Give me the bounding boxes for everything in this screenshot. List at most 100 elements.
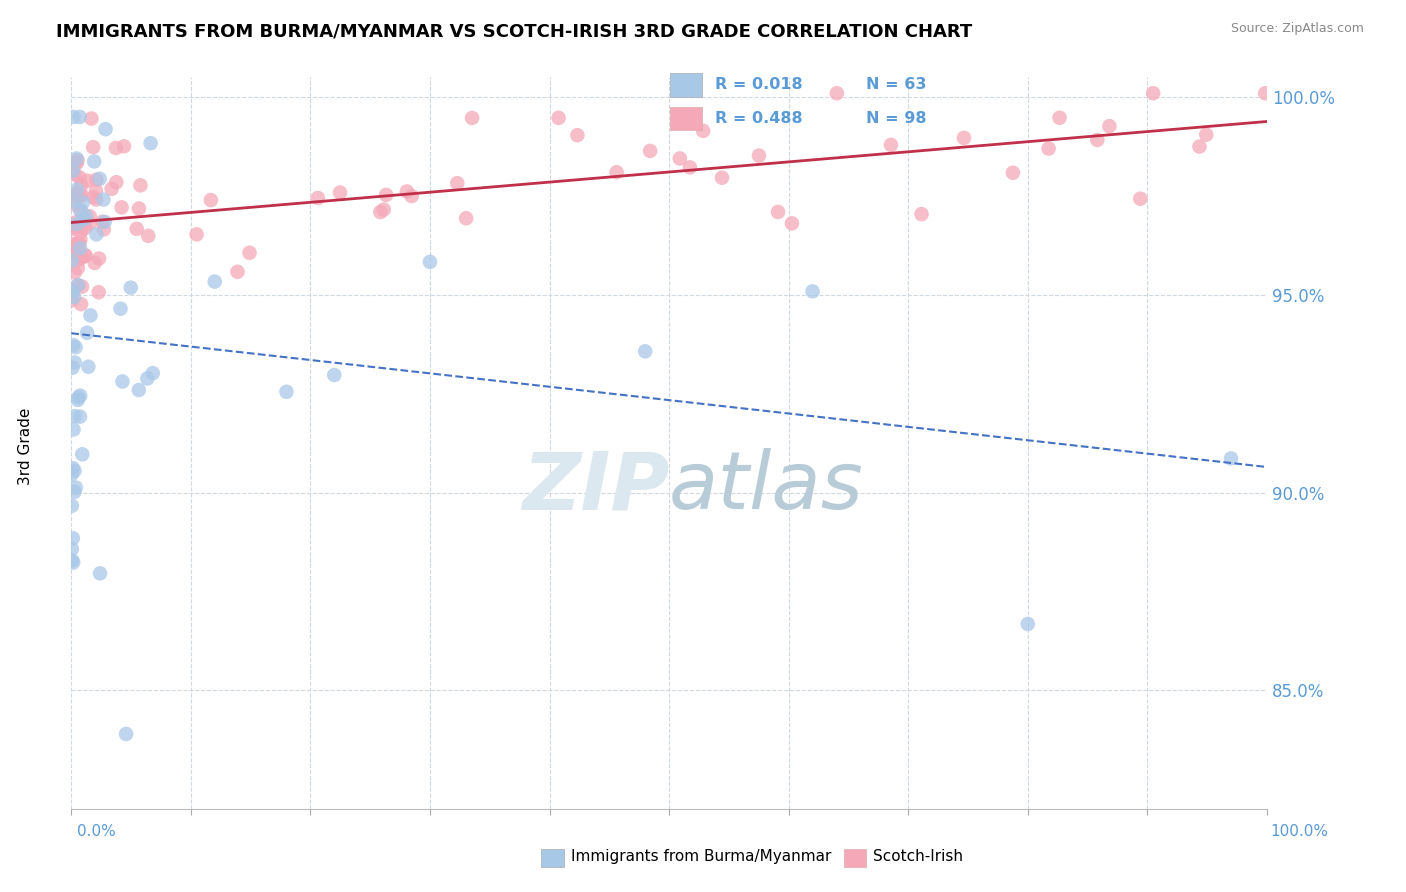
Point xyxy=(63,355,86,369)
Point xyxy=(69,409,91,424)
Point xyxy=(120,280,142,294)
Text: 0.0%: 0.0% xyxy=(77,824,117,838)
Point xyxy=(748,148,770,162)
Point xyxy=(60,220,83,235)
Point xyxy=(66,278,89,293)
Point xyxy=(67,236,90,251)
Point xyxy=(80,112,103,126)
Point xyxy=(70,279,93,293)
Point xyxy=(60,293,83,308)
Text: N = 63: N = 63 xyxy=(866,78,927,93)
Point xyxy=(63,409,86,424)
Point xyxy=(139,136,162,151)
Point xyxy=(711,170,734,185)
Point xyxy=(66,236,89,251)
Point xyxy=(69,110,91,124)
Point xyxy=(69,232,91,246)
Point xyxy=(1129,192,1152,206)
Point xyxy=(70,251,93,265)
Point xyxy=(87,252,110,266)
Point xyxy=(79,209,101,223)
Point xyxy=(62,110,84,124)
Point xyxy=(110,301,132,316)
Text: 100.0%: 100.0% xyxy=(1271,824,1329,838)
Point xyxy=(75,248,97,262)
Point xyxy=(62,360,84,375)
Point xyxy=(226,265,249,279)
Point xyxy=(329,186,352,200)
Point xyxy=(692,124,714,138)
Point xyxy=(66,186,89,201)
Point xyxy=(63,266,86,280)
Point xyxy=(70,297,93,311)
Bar xyxy=(671,73,702,96)
Point xyxy=(94,215,117,229)
Point xyxy=(63,245,86,260)
Point xyxy=(401,189,423,203)
Point xyxy=(62,285,84,300)
Point xyxy=(1254,87,1277,101)
Text: ZIP: ZIP xyxy=(522,448,669,526)
Point xyxy=(79,216,101,230)
Point xyxy=(67,252,90,267)
Point xyxy=(606,165,628,179)
Point xyxy=(83,154,105,169)
Point xyxy=(115,727,138,741)
Point xyxy=(668,152,690,166)
Point xyxy=(953,131,976,145)
Point xyxy=(83,190,105,204)
Point xyxy=(62,461,84,475)
Point xyxy=(60,553,83,567)
Point xyxy=(1085,133,1108,147)
Text: atlas: atlas xyxy=(669,448,863,526)
Point xyxy=(62,556,84,570)
Point xyxy=(63,167,86,181)
Point xyxy=(104,141,127,155)
Point xyxy=(62,163,84,178)
Point xyxy=(136,371,159,385)
Point xyxy=(65,215,87,229)
Point xyxy=(66,217,89,231)
Point xyxy=(62,338,84,352)
Point xyxy=(87,285,110,300)
Point xyxy=(60,499,83,513)
Point xyxy=(62,188,84,202)
Point xyxy=(60,467,83,482)
Point xyxy=(67,250,90,264)
Point xyxy=(89,171,111,186)
Point xyxy=(142,366,165,380)
Point xyxy=(780,216,803,230)
Point xyxy=(105,175,128,189)
Point xyxy=(129,178,152,193)
Point xyxy=(73,212,96,227)
Point xyxy=(634,344,657,359)
Point xyxy=(375,187,398,202)
Point xyxy=(446,176,468,190)
Point xyxy=(75,220,97,235)
Point xyxy=(91,215,114,229)
Point xyxy=(70,178,93,192)
Point xyxy=(66,183,89,197)
Point xyxy=(84,184,107,198)
Point xyxy=(1188,139,1211,153)
Point xyxy=(69,203,91,218)
Point xyxy=(70,204,93,219)
Point xyxy=(63,484,86,499)
Point xyxy=(1195,128,1218,142)
Point xyxy=(1220,451,1243,466)
Point xyxy=(72,195,94,210)
Bar xyxy=(671,107,702,130)
Point xyxy=(679,161,702,175)
Point xyxy=(83,256,105,270)
Point xyxy=(62,237,84,252)
Text: R = 0.488: R = 0.488 xyxy=(714,111,803,126)
Point xyxy=(60,542,83,557)
Point xyxy=(76,174,98,188)
Point xyxy=(1142,87,1164,101)
Point xyxy=(66,260,89,275)
Point xyxy=(72,447,94,461)
Point xyxy=(60,194,83,209)
Text: Immigrants from Burma/Myanmar: Immigrants from Burma/Myanmar xyxy=(571,849,831,864)
Point xyxy=(66,156,89,170)
Point xyxy=(66,153,89,168)
